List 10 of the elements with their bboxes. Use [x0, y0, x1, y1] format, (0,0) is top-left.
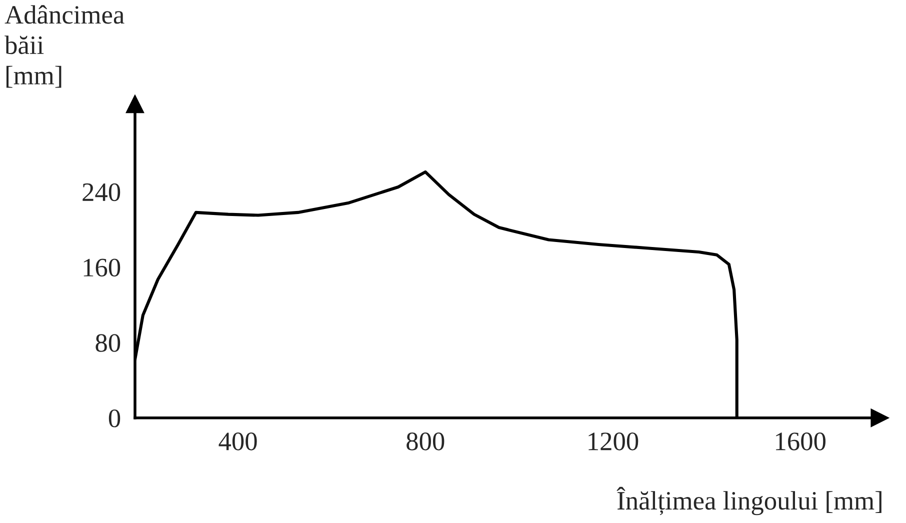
y-tick-label: 160: [84, 258, 120, 277]
y-tick-label: 80: [96, 334, 120, 352]
y-tick-label: 0: [108, 409, 120, 428]
y-tick-label: 240: [82, 183, 120, 202]
x-tick-label: 400: [218, 432, 257, 450]
y-axis-title: Adâncimea băii [mm]: [4, 5, 124, 88]
x-tick-label: 1200: [588, 432, 638, 450]
x-axis-title: Înălțimea lingoului [mm]: [616, 486, 882, 516]
x-tick-label: 1600: [776, 432, 826, 450]
x-tick-label: 800: [406, 432, 444, 450]
